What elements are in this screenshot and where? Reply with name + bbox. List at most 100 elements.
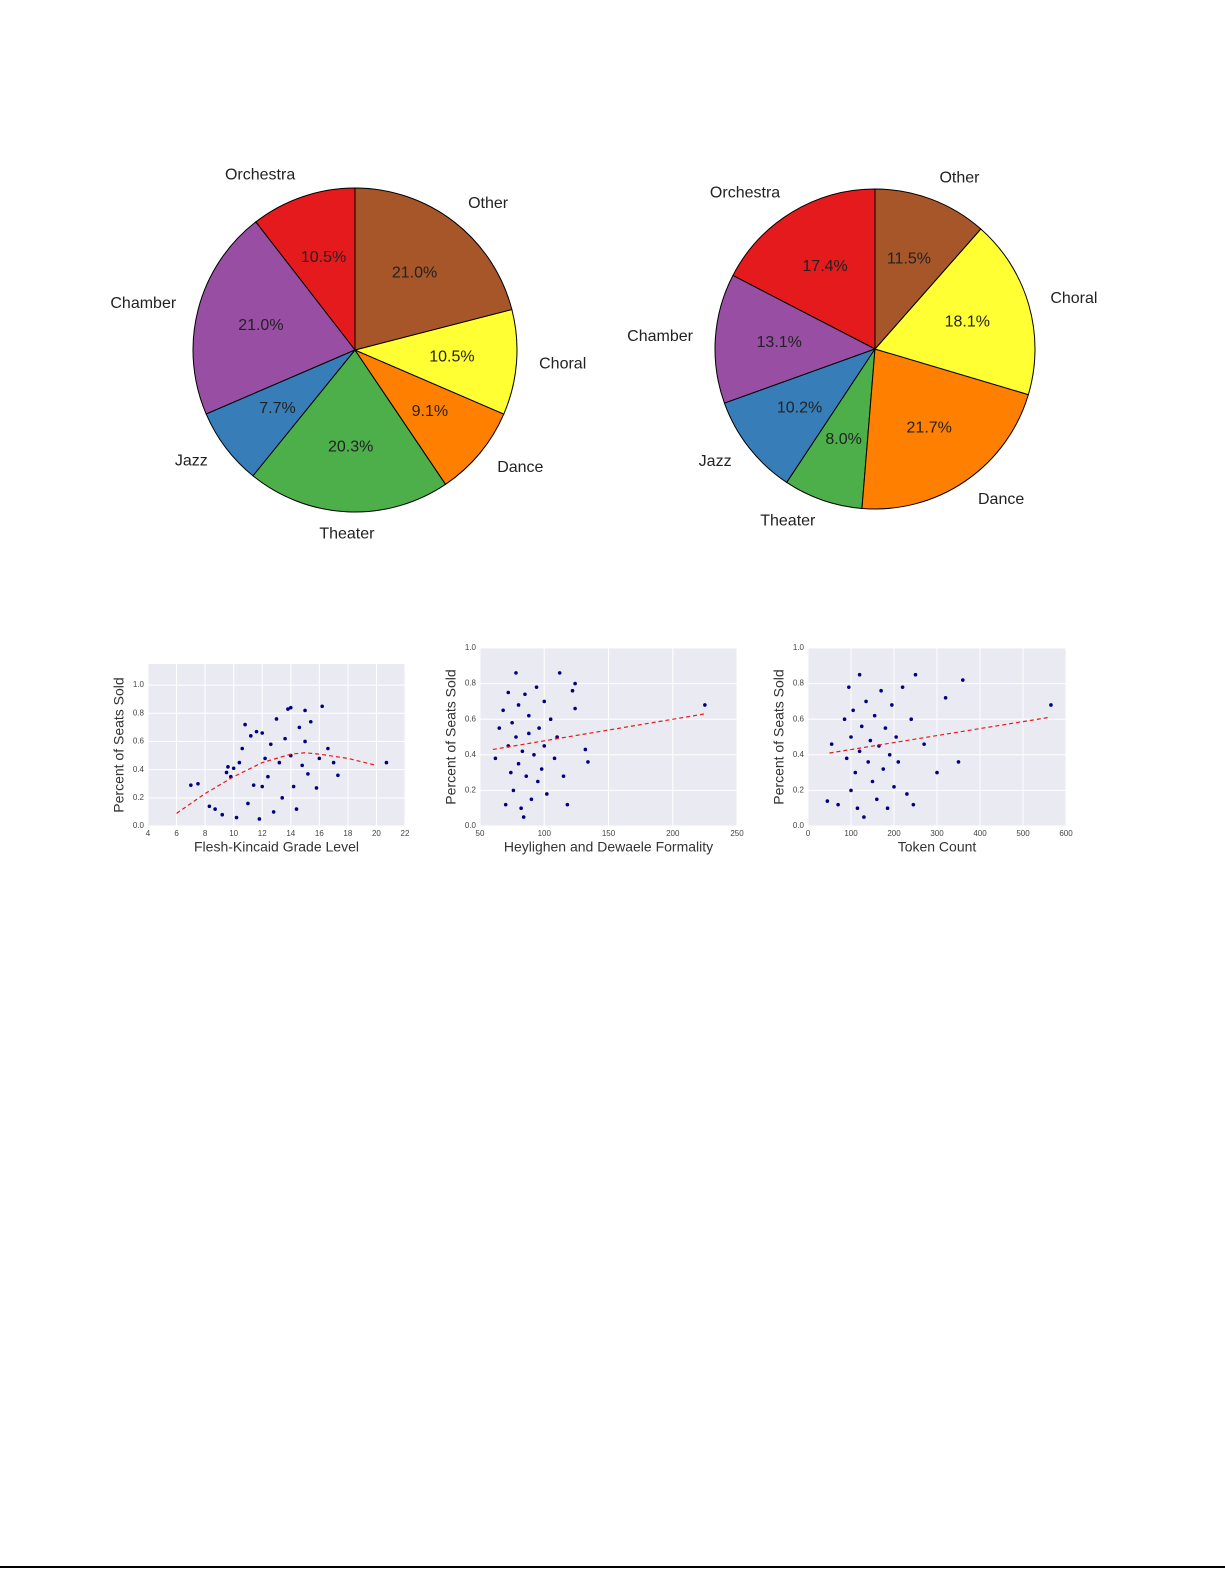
y-tick-label: 0.8: [793, 679, 805, 688]
data-point: [268, 742, 273, 747]
data-point: [213, 807, 217, 811]
data-point: [879, 688, 883, 693]
data-point: [943, 696, 948, 700]
slice-label: Dance: [497, 459, 543, 476]
data-point: [326, 746, 330, 751]
slice-label: Choral: [539, 355, 586, 372]
data-point: [300, 763, 305, 768]
slice-label: Chamber: [627, 328, 693, 345]
data-point: [320, 704, 324, 709]
trend-line: [176, 752, 377, 814]
pie-slice: [732, 188, 876, 350]
data-point: [263, 756, 267, 761]
data-point: [557, 671, 562, 675]
slice-label: Jazz: [175, 453, 208, 470]
x-tick-label: 300: [930, 829, 944, 838]
data-point: [825, 799, 830, 803]
slice-percent: 11.5%: [887, 250, 931, 267]
x-tick-label: 8: [203, 829, 208, 838]
data-point: [516, 703, 521, 707]
y-tick-label: 0.4: [465, 750, 477, 759]
slice-percent: 17.4%: [802, 258, 847, 275]
pie-slice: [874, 188, 982, 351]
x-tick-label: 14: [286, 829, 295, 838]
data-point: [545, 792, 549, 796]
slice-percent: 10.5%: [429, 349, 474, 366]
data-point: [548, 717, 553, 721]
data-point: [539, 767, 544, 771]
x-tick-label: 4: [146, 829, 151, 838]
x-tick-label: 20: [372, 829, 381, 838]
data-point: [314, 786, 319, 790]
y-tick-label: 0.0: [133, 821, 145, 830]
data-point: [961, 678, 965, 682]
data-point: [506, 690, 511, 695]
plot-background: [148, 664, 405, 826]
data-point: [251, 783, 256, 787]
x-tick-label: 16: [315, 829, 324, 838]
x-tick-label: 100: [538, 829, 552, 838]
data-point: [527, 713, 531, 718]
data-point: [866, 760, 870, 764]
x-tick-label: 22: [401, 829, 410, 838]
slice-label: Orchestra: [225, 166, 295, 183]
x-axis-label: Heylighen and Dewaele Formality: [504, 839, 713, 855]
data-point: [243, 722, 247, 727]
pie-slice: [874, 228, 1036, 396]
slice-percent: 9.1%: [412, 403, 448, 420]
data-point: [911, 802, 916, 807]
data-point: [231, 766, 236, 771]
data-point: [283, 736, 287, 741]
data-point: [859, 724, 864, 729]
slice-label: Choral: [1050, 290, 1097, 307]
data-point: [935, 770, 939, 775]
pie-slice: [723, 348, 877, 484]
slice-percent: 10.5%: [301, 249, 346, 266]
data-point: [870, 779, 875, 784]
slice-percent: 21.7%: [907, 419, 952, 436]
slice-percent: 21.0%: [392, 264, 437, 281]
y-tick-label: 1.0: [465, 643, 477, 652]
data-point: [514, 671, 518, 675]
x-tick-label: 600: [1059, 829, 1073, 838]
data-point: [510, 720, 514, 725]
slice-percent: 21.0%: [238, 317, 283, 334]
data-point: [303, 708, 307, 713]
data-point: [260, 784, 265, 789]
x-tick-label: 10: [229, 829, 238, 838]
data-point: [842, 717, 847, 721]
data-point: [885, 806, 890, 810]
x-tick-label: 400: [973, 829, 987, 838]
data-point: [905, 792, 909, 796]
y-axis-label: Percent of Seats Sold: [443, 669, 459, 804]
data-point: [703, 703, 707, 707]
slice-label: Dance: [978, 491, 1024, 508]
pie-slice: [192, 221, 356, 415]
data-point: [900, 685, 905, 689]
x-axis-label: Flesh-Kincaid Grade Level: [194, 839, 359, 855]
data-point: [523, 692, 527, 697]
data-point: [887, 753, 892, 757]
data-point: [847, 685, 851, 689]
data-point: [857, 672, 862, 677]
data-point: [196, 781, 200, 786]
data-point: [277, 760, 282, 765]
y-tick-label: 0.0: [793, 821, 805, 830]
y-tick-label: 0.2: [133, 793, 145, 802]
data-point: [237, 760, 242, 765]
data-point: [872, 713, 877, 718]
data-point: [294, 807, 299, 811]
slice-label: Other: [468, 195, 509, 212]
data-point: [280, 796, 285, 800]
data-point: [509, 770, 513, 775]
y-tick-label: 1.0: [133, 680, 145, 689]
data-point: [234, 815, 239, 820]
data-point: [956, 760, 961, 764]
y-tick-label: 0.8: [465, 679, 477, 688]
data-point: [240, 746, 245, 751]
slice-percent: 20.3%: [328, 438, 373, 455]
data-point: [836, 802, 840, 807]
data-point: [288, 705, 293, 710]
data-point: [853, 770, 858, 775]
